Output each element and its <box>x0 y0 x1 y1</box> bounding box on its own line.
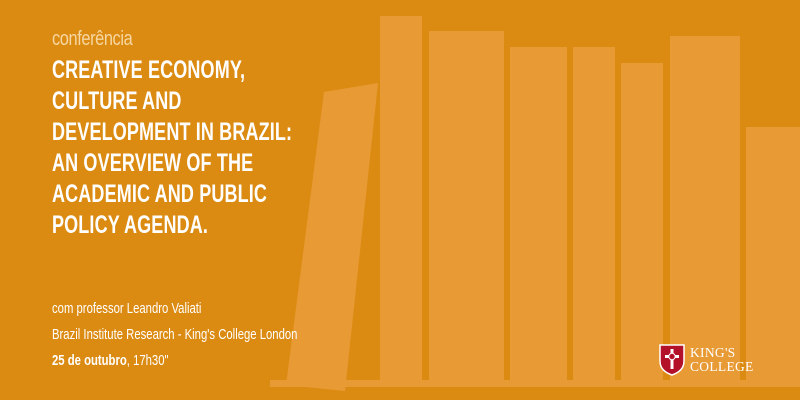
leaning-book <box>286 83 378 391</box>
title-line: CREATIVE ECONOMY, <box>52 56 246 84</box>
institution-line: Brazil Institute Research - King's Colle… <box>52 327 298 343</box>
book <box>621 63 663 384</box>
speaker-line: com professor Leandro Valiati <box>52 301 202 317</box>
book <box>380 16 422 384</box>
book <box>573 47 615 384</box>
title-line: POLICY AGENDA. <box>52 211 209 239</box>
logo-line-1: KING'S <box>690 345 736 360</box>
title-line: ACADEMIC AND PUBLIC <box>52 180 268 208</box>
title-line: AN OVERVIEW OF THE <box>52 149 254 177</box>
kings-college-logo: KING'S COLLEGE <box>659 340 771 380</box>
shield-icon <box>659 344 685 376</box>
date-time-line: 25 de outubro, 17h30" <box>52 348 297 374</box>
logo-wordmark: KING'S COLLEGE <box>690 346 754 374</box>
book <box>746 127 800 384</box>
event-type-label: conferência <box>52 28 133 50</box>
shelf <box>270 380 800 387</box>
event-date: 25 de outubro <box>52 353 127 369</box>
event-details: com professor Leandro Valiati Brazil Ins… <box>52 296 297 374</box>
logo-line-2: COLLEGE <box>690 359 754 374</box>
title-line: DEVELOPMENT IN BRAZIL: <box>52 118 293 146</box>
book <box>429 31 504 384</box>
event-title: CREATIVE ECONOMY, CULTURE AND DEVELOPMEN… <box>52 55 362 241</box>
book <box>510 47 567 384</box>
headline-block: conferência CREATIVE ECONOMY, CULTURE AN… <box>52 28 382 241</box>
title-line: CULTURE AND <box>52 87 182 115</box>
event-time: , 17h30" <box>126 353 169 369</box>
book <box>670 36 740 384</box>
